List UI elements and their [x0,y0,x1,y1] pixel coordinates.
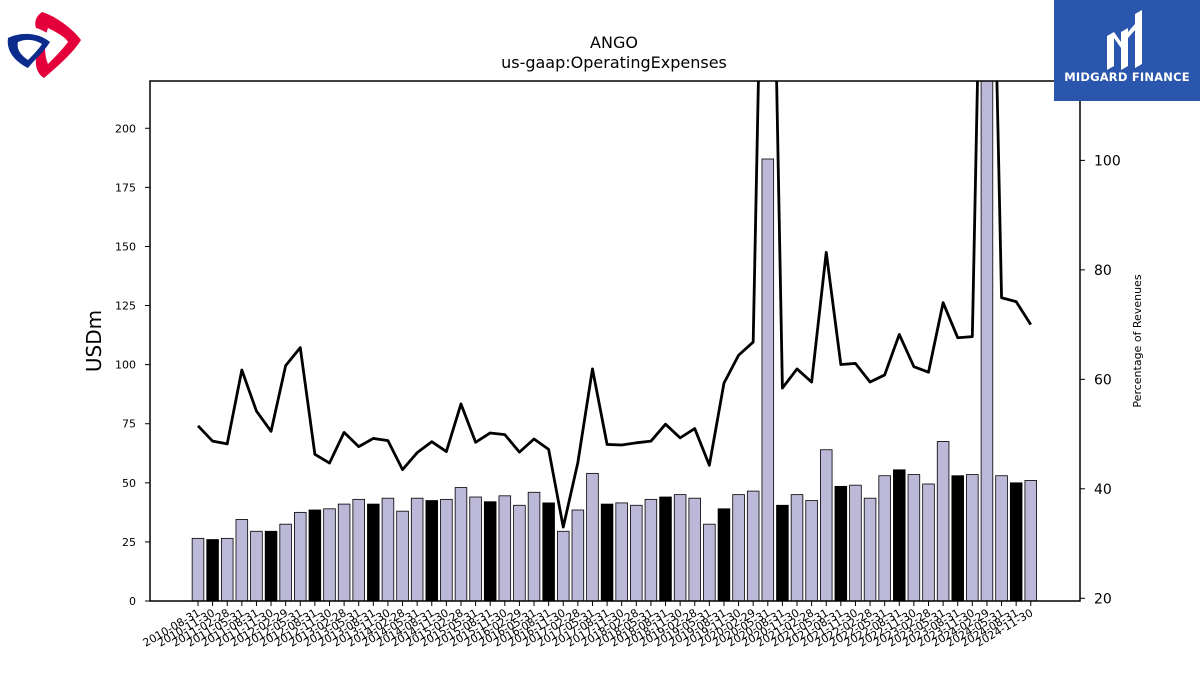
swirl-logo-icon [4,8,86,86]
bar-2023-05-31 [936,441,950,602]
y2-axis-label: Percentage of Revenues [1131,274,1144,407]
bar-2023-02-28 [922,483,935,602]
bar-2011-02-28 [220,537,234,602]
bar-2022-08-31 [893,469,906,602]
bar-2013-05-31 [352,498,365,602]
plot-frame [149,80,1081,602]
brand-name: MIDGARD FINANCE [1064,70,1190,84]
bar-2012-08-31 [308,509,322,602]
bar-2011-11-30 [264,530,278,602]
bar-2016-02-29 [513,504,526,602]
chart-subtitle: us-gaap:OperatingExpenses [501,53,727,72]
bar-2024-08-31 [1009,482,1023,602]
percentage-line [196,81,1032,529]
bar-2021-08-31 [834,485,848,602]
bar-2012-11-30 [323,508,336,602]
bar-2024-02-29 [980,80,994,602]
bar-2011-08-31 [250,530,263,602]
bar-2021-02-28 [805,500,818,602]
bar-2018-02-28 [630,504,643,602]
y-tick-label: 100 [115,359,136,372]
bar-2014-11-30 [440,498,453,602]
y-tick-label: 125 [115,300,136,313]
bar-2014-05-31 [410,497,424,602]
bar-2013-11-30 [381,497,395,602]
y-tick-label: 175 [115,181,136,194]
y-tick-label: 150 [115,240,136,253]
bar-2024-05-31 [995,475,1008,602]
brand-logo: MIDGARD FINANCE [1054,0,1200,101]
bar-2012-02-29 [279,523,292,602]
bar-2022-05-31 [878,475,891,602]
bar-2017-05-31 [586,472,599,602]
bar-2013-08-31 [367,503,380,602]
bar-2014-08-31 [425,500,439,602]
bar-2019-02-28 [688,497,701,602]
bar-2015-02-28 [454,487,468,602]
bar-2021-05-31 [819,449,833,602]
bar-2010-11-30 [206,539,219,602]
bar-2023-11-30 [966,474,979,602]
bar-2020-02-29 [746,490,760,602]
bar-2019-05-31 [703,523,716,602]
y-tick-label: 75 [122,418,136,431]
y2-tick-label: 40 [1094,482,1112,498]
bar-2020-08-31 [776,504,789,602]
bar-2018-08-31 [659,496,672,602]
bar-2020-11-30 [790,494,804,602]
y-tick-label: 200 [115,122,136,135]
bar-2015-05-31 [469,496,482,602]
bar-2010-08-31 [191,537,205,602]
y-axis-ticks: 0 25 50 75 100 125 150 175 200 [115,122,150,608]
y-tick-label: 25 [122,536,136,549]
bar-2019-11-30 [732,494,745,602]
bar-2015-11-30 [498,495,512,602]
bar-2018-11-30 [673,494,687,602]
y2-tick-label: 20 [1094,591,1112,607]
bar-2022-02-28 [863,497,877,602]
bar-2016-05-31 [527,491,541,602]
brand-mark-icon [1107,10,1142,70]
bar-2023-08-31 [951,475,964,602]
bar-2016-11-30 [557,530,570,602]
y-tick-label: 0 [129,595,136,608]
bar-2019-08-31 [717,508,731,602]
y2-tick-label: 100 [1094,153,1121,169]
y-tick-label: 50 [122,477,136,490]
chart-title: ANGO [590,33,638,52]
bar-2022-11-30 [907,474,921,602]
bar-2021-11-30 [849,484,862,602]
line-layer [196,81,1032,529]
y2-axis-ticks: 20 40 60 80 100 [1080,153,1121,607]
y-axis-label: USDm [82,310,106,372]
y2-tick-label: 80 [1094,263,1112,279]
y2-tick-label: 60 [1094,372,1112,388]
bar-2012-05-31 [294,511,307,602]
bar-2017-02-28 [571,509,585,602]
x-axis-ticks: 2010-08-312010-11-302011-02-282011-05-31… [141,601,1035,650]
bar-2018-05-31 [644,498,658,602]
bar-2017-11-30 [615,502,628,602]
bar-2020-05-31 [761,158,775,602]
bar-2017-08-31 [600,503,614,602]
bar-2015-08-31 [483,501,497,602]
bar-2013-02-28 [337,503,351,602]
bars-layer [191,80,1038,602]
bar-2011-05-31 [235,519,249,602]
bar-2024-11-30 [1024,480,1038,602]
bar-2016-08-31 [542,502,555,602]
bar-2014-02-28 [396,510,409,602]
